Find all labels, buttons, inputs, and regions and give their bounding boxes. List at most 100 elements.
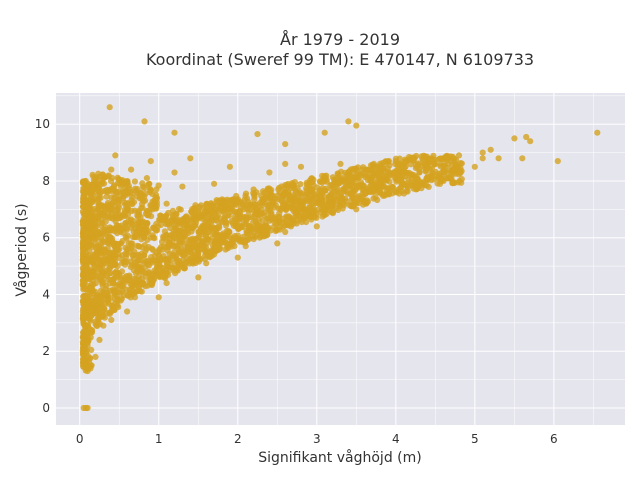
- data-point: [439, 176, 446, 184]
- data-point: [96, 275, 103, 283]
- data-point: [163, 263, 170, 270]
- data-point: [189, 259, 196, 266]
- data-point: [80, 340, 87, 347]
- data-point: [314, 184, 321, 191]
- data-point: [141, 252, 148, 259]
- data-point: [163, 280, 170, 287]
- data-point: [363, 197, 371, 204]
- data-point: [79, 360, 87, 367]
- data-point: [107, 227, 114, 234]
- data-point: [457, 160, 464, 167]
- data-point: [330, 188, 337, 195]
- data-points: [79, 104, 601, 412]
- y-axis-label: Vågperiod (s): [13, 203, 30, 296]
- data-point: [91, 266, 98, 273]
- y-tick-label: 6: [42, 231, 50, 245]
- data-point: [388, 183, 395, 190]
- data-point: [233, 192, 240, 200]
- data-point: [234, 217, 241, 224]
- data-point: [259, 217, 266, 224]
- data-point: [237, 209, 244, 216]
- data-point: [110, 278, 117, 285]
- data-point: [594, 129, 601, 136]
- data-point: [97, 266, 105, 273]
- data-point: [519, 155, 526, 162]
- data-point: [87, 317, 94, 324]
- data-point: [276, 224, 283, 231]
- data-point: [447, 173, 454, 181]
- data-point: [282, 141, 289, 148]
- data-point: [192, 220, 199, 227]
- data-point: [151, 267, 158, 274]
- data-point: [335, 180, 342, 187]
- data-point: [176, 233, 183, 240]
- data-point: [270, 216, 277, 223]
- y-tick-label: 2: [42, 344, 50, 358]
- data-point: [114, 229, 121, 237]
- data-point: [225, 212, 232, 219]
- data-point: [151, 203, 158, 210]
- data-point: [204, 213, 211, 220]
- data-point: [114, 246, 122, 254]
- y-tick-label: 10: [35, 117, 50, 131]
- data-point: [369, 187, 376, 195]
- data-point: [111, 262, 118, 269]
- data-point: [89, 272, 96, 279]
- data-point: [80, 301, 87, 308]
- data-point: [153, 186, 160, 193]
- data-point: [81, 234, 88, 241]
- data-point: [386, 178, 393, 185]
- data-point: [81, 227, 88, 235]
- data-point: [104, 199, 112, 206]
- data-point: [126, 273, 133, 281]
- data-point: [314, 206, 321, 213]
- data-point: [192, 253, 199, 260]
- data-point: [341, 201, 348, 208]
- data-point: [146, 180, 153, 187]
- data-point: [127, 188, 134, 195]
- data-point: [487, 146, 494, 153]
- data-point: [161, 228, 168, 235]
- data-point: [449, 180, 456, 187]
- data-point: [139, 196, 146, 203]
- data-point: [106, 104, 113, 111]
- data-point: [124, 232, 131, 239]
- data-point: [97, 309, 104, 316]
- data-point: [244, 201, 251, 209]
- data-point: [155, 294, 162, 301]
- data-point: [353, 122, 360, 129]
- data-point: [82, 285, 89, 292]
- data-point: [248, 214, 255, 221]
- data-point: [407, 171, 414, 178]
- data-point: [479, 155, 486, 162]
- chart-title: År 1979 - 2019: [280, 30, 400, 49]
- data-point: [165, 271, 172, 278]
- data-point: [87, 312, 95, 319]
- data-point: [107, 234, 114, 241]
- data-point: [88, 286, 95, 293]
- data-point: [150, 224, 157, 232]
- data-point: [287, 221, 295, 228]
- data-point: [86, 228, 93, 235]
- data-point: [452, 161, 459, 168]
- data-point: [93, 256, 100, 263]
- data-point: [135, 243, 142, 250]
- data-point: [128, 166, 135, 173]
- data-point: [121, 209, 128, 216]
- data-point: [117, 289, 124, 296]
- y-axis-ticks: 0 2 4 6 8 10: [35, 117, 50, 415]
- data-point: [241, 196, 248, 203]
- data-point: [321, 129, 328, 136]
- data-point: [381, 161, 388, 168]
- data-point: [382, 173, 389, 180]
- data-point: [342, 179, 349, 186]
- data-point: [322, 187, 329, 194]
- data-point: [145, 262, 153, 269]
- data-point: [112, 152, 119, 159]
- data-point: [289, 180, 296, 187]
- data-point: [108, 187, 115, 195]
- data-point: [274, 240, 281, 247]
- data-point: [255, 222, 262, 230]
- data-point: [85, 276, 92, 283]
- data-point: [428, 177, 435, 184]
